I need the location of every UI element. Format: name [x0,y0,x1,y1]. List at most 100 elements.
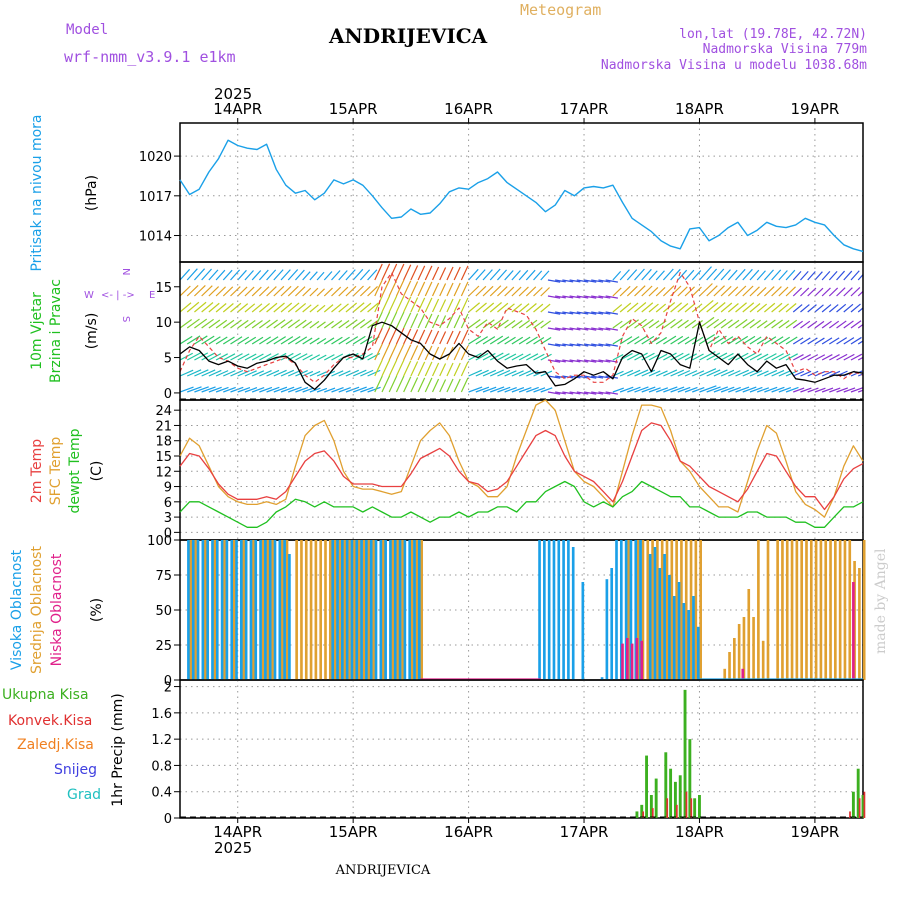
temperature-panel-labels: 2m Temp SFC Temp dewpt Temp (C) [29,428,105,513]
wind-arrow [727,286,739,297]
wind-arrow [591,375,604,379]
wind-arrow [583,359,597,363]
wind-arrow [215,386,229,393]
wind-arrow [627,352,640,361]
wind-arrow [655,270,665,281]
panel-frame [179,679,864,819]
wind-arrow [836,270,846,281]
cloud-mid-bar [819,540,823,680]
wind-arrow [699,299,714,313]
wind-arrow [280,319,293,329]
wind-arrow [424,377,433,393]
wind-arrow [316,304,326,313]
wind-arrow [684,286,695,297]
wind-arrow [598,295,611,299]
wind-arrow [807,337,818,345]
wind-arrow [194,369,209,377]
cloud-high-bar [341,540,344,680]
wind-arrow [814,354,826,361]
year-top: 2025 [214,85,252,103]
footer-station: ANDRIJEVICA [335,863,431,878]
wind-arrow [843,270,853,281]
cloud-mid-bar [362,540,366,680]
wind-arrow [324,354,335,361]
top-date-label: 14APR [213,100,262,118]
cloud-high-bar [288,554,291,680]
wind-arrow [504,319,516,329]
wind-arrow [562,311,574,315]
wind-arrow [576,311,589,315]
wind-arrow [489,335,504,345]
wind-arrow [713,302,726,313]
wind-arrow [222,319,235,329]
cloud-low-bar [635,638,639,680]
wind-arrow [720,352,734,361]
wind-arrow [829,370,841,377]
wind-arrow [424,265,433,281]
wind-title-1: 10m Vjetar [29,292,45,370]
wind-arrow [648,387,661,393]
top-date-label: 19APR [790,100,839,118]
y-tick-label: 0 [164,387,172,402]
wind-arrow [836,337,848,345]
y-tick-label: 0.4 [151,786,172,801]
wind-arrow [359,269,371,281]
cloud-high-bar [557,540,561,680]
wind-arrow [294,269,305,281]
wind-arrow [785,319,798,329]
wind-arrow [410,313,419,329]
wind-arrow [244,286,255,297]
wind-arrow [771,353,784,361]
wind-arrow [381,359,391,377]
wind-arrow [410,361,419,377]
wind-arrow [641,302,654,313]
wind-arrow [475,302,487,313]
wind-arrow [829,337,840,345]
wind-arrow [562,391,574,395]
wind-arrow [836,320,847,329]
wind-arrow [756,370,769,377]
cloud-high-bar [331,540,335,680]
cloud-mid-bar [665,540,669,680]
wind-arrow [576,279,589,283]
wind-arrow [764,369,778,377]
wind-arrow [410,345,419,361]
wind-arrow [201,369,216,377]
wind-arrow [576,327,589,331]
wind-arrow [345,336,359,345]
wind-arrow [655,353,668,361]
wind-arrow [742,285,754,297]
wind-unit: (m/s) [84,313,100,350]
wind-arrow [706,335,720,345]
cloud-high-bar [677,582,681,680]
cloud-mid-bar [814,540,818,680]
wind-arrow [677,269,688,281]
wind-arrow [360,386,374,393]
precip-total-bar [635,811,639,818]
cloud-mid-bar [834,540,837,680]
y-tick-label: 21 [155,419,172,434]
wind-arrow [648,370,661,377]
wind-arrow [316,321,326,329]
wind-arrow [201,318,214,329]
wind-arrow [374,327,383,345]
wind-arrow [186,268,198,281]
wind-arrow [569,311,581,315]
wind-arrow [511,319,523,329]
wind-arrow [699,316,715,329]
wind-arrow [439,267,447,281]
wind-arrow [525,286,537,297]
wind-arrow [800,287,810,297]
wind-arrow [309,354,321,361]
panel-frame [179,399,864,541]
wind-arrow [468,369,482,377]
wind-arrow [475,269,486,281]
cloud-mid-bar [809,540,813,680]
wind-arrow [468,335,482,345]
cloud-low-bar [741,668,745,680]
cloud-high-bar [543,540,546,680]
wind-arrow [497,302,509,313]
y-tick-label: 1.6 [151,707,172,722]
wind-arrow [836,287,846,297]
wind-arrow [215,303,227,313]
